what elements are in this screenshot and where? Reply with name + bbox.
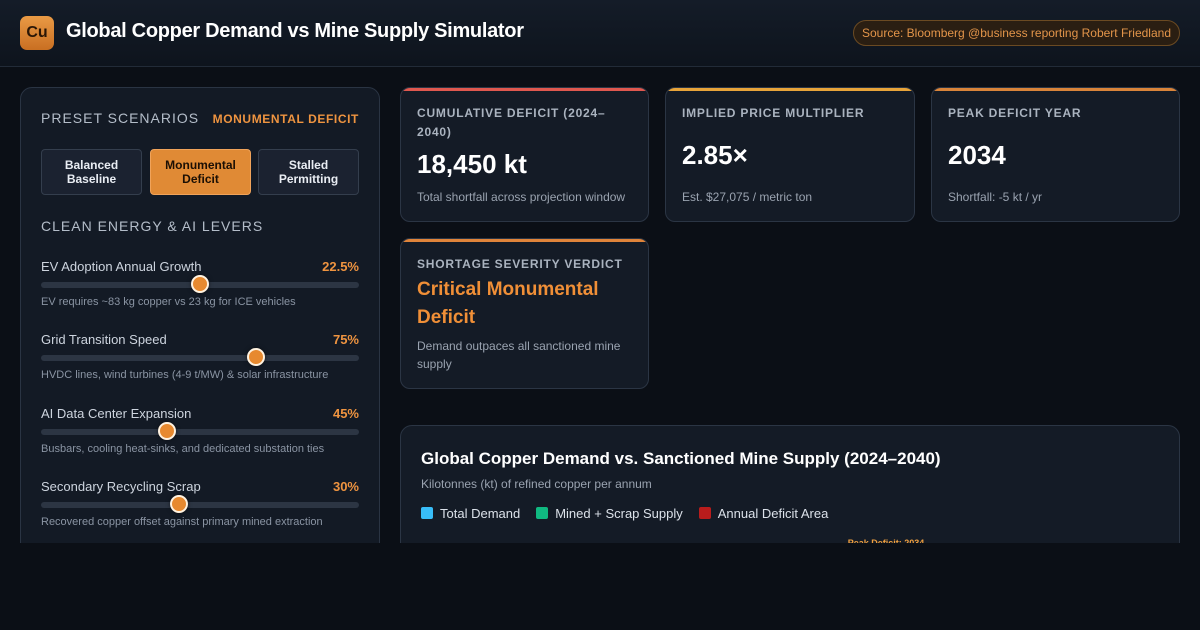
lever-name: Grid Transition Speed — [41, 332, 167, 347]
preset-stalled-permitting-button[interactable]: Stalled Permitting — [258, 149, 359, 195]
slider-thumb[interactable] — [170, 495, 188, 513]
lever-name: EV Adoption Annual Growth — [41, 259, 202, 274]
cumulative-deficit-value: 18,450 kt — [417, 149, 527, 179]
ev-adoption-slider[interactable] — [41, 275, 359, 293]
viewport-cutoff — [0, 543, 1200, 630]
lever-value: 22.5% — [322, 259, 359, 274]
lever-value: 45% — [332, 406, 359, 421]
grid-transition-slider[interactable] — [41, 348, 359, 366]
slider-thumb[interactable] — [191, 275, 209, 293]
preset-heading: PRESET SCENARIOS — [41, 110, 200, 126]
slider-thumb[interactable] — [246, 348, 265, 366]
app-title: Global Copper Demand vs Mine Supply Simu… — [66, 20, 524, 42]
legend-deficit-area[interactable]: Annual Deficit Area — [698, 505, 829, 521]
lever-note: HVDC lines, wind turbines (4-9 t/MW) & s… — [41, 369, 329, 381]
lever-value: 75% — [332, 332, 359, 347]
recycling-scrap-slider[interactable] — [41, 495, 359, 513]
legend-supply[interactable]: Mined + Scrap Supply — [536, 505, 683, 521]
legend-swatch — [698, 507, 711, 519]
preset-monumental-deficit-button[interactable]: Monumental Deficit — [150, 149, 251, 195]
card-accent — [666, 88, 914, 91]
legend-label: Annual Deficit Area — [717, 505, 829, 521]
legend-label: Total Demand — [440, 505, 521, 521]
lever-grid-transition: Grid Transition Speed 75% HVDC lines, wi… — [41, 332, 359, 388]
levers-heading: CLEAN ENERGY & AI LEVERS — [41, 218, 264, 234]
ai-data-center-slider[interactable] — [41, 422, 359, 440]
lever-note: Busbars, cooling heat-sinks, and dedicat… — [41, 443, 325, 455]
source-link[interactable]: Source: Bloomberg @business reporting Ro… — [852, 20, 1180, 46]
card-label: IMPLIED PRICE MULTIPLIER — [682, 106, 865, 120]
preset-buttons: Balanced Baseline Monumental Deficit Sta… — [41, 149, 359, 195]
card-label: PEAK DEFICIT YEAR — [948, 106, 1082, 120]
card-subtext: Shortfall: -5 kt / yr — [948, 190, 1043, 204]
card-subtext: Est. $27,075 / metric ton — [682, 190, 813, 204]
cumulative-deficit-card: CUMULATIVE DEFICIT (2024–2040) 18,450 kt… — [400, 87, 649, 222]
peak-deficit-value: 2034 — [948, 140, 1006, 170]
copper-logo: Cu — [20, 16, 54, 50]
verdict-value: Critical Monumental Deficit — [417, 279, 599, 328]
lever-value: 30% — [332, 479, 359, 494]
card-label: CUMULATIVE DEFICIT (2024–2040) — [417, 106, 606, 139]
lever-ev-adoption: EV Adoption Annual Growth 22.5% EV requi… — [41, 259, 359, 315]
chart-legend: Total Demand Mined + Scrap Supply Annual… — [421, 505, 844, 521]
lever-name: Secondary Recycling Scrap — [41, 479, 201, 494]
chart-title: Global Copper Demand vs. Sanctioned Mine… — [421, 449, 941, 468]
lever-note: Recovered copper offset against primary … — [41, 516, 323, 528]
card-label: SHORTAGE SEVERITY VERDICT — [417, 257, 623, 271]
slider-thumb[interactable] — [158, 422, 177, 440]
controls-panel: PRESET SCENARIOS MONUMENTAL DEFICIT Bala… — [20, 87, 380, 557]
severity-verdict-card: SHORTAGE SEVERITY VERDICT Critical Monum… — [400, 238, 649, 389]
active-preset-label: MONUMENTAL DEFICIT — [212, 112, 359, 126]
card-accent — [401, 88, 648, 91]
legend-total-demand[interactable]: Total Demand — [421, 505, 520, 521]
legend-label: Mined + Scrap Supply — [555, 505, 683, 521]
price-multiplier-value: 2.85× — [682, 140, 748, 170]
peak-deficit-card: PEAK DEFICIT YEAR 2034 Shortfall: -5 kt … — [931, 87, 1180, 222]
card-accent — [932, 88, 1179, 91]
card-subtext: Total shortfall across projection window — [417, 190, 626, 204]
legend-swatch — [536, 507, 549, 519]
price-multiplier-card: IMPLIED PRICE MULTIPLIER 2.85× Est. $27,… — [665, 87, 915, 222]
app-header: Cu Global Copper Demand vs Mine Supply S… — [0, 0, 1200, 67]
card-subtext: Demand outpaces all sanctioned mine supp… — [417, 339, 621, 371]
lever-name: AI Data Center Expansion — [41, 406, 192, 421]
preset-balanced-baseline-button[interactable]: Balanced Baseline — [41, 149, 142, 195]
lever-note: EV requires ~83 kg copper vs 23 kg for I… — [41, 296, 296, 308]
card-accent — [401, 239, 648, 242]
chart-subtitle: Kilotonnes (kt) of refined copper per an… — [421, 477, 652, 491]
legend-swatch — [421, 507, 433, 519]
lever-ai-data-center: AI Data Center Expansion 45% Busbars, co… — [41, 406, 359, 462]
lever-recycling-scrap: Secondary Recycling Scrap 30% Recovered … — [41, 479, 359, 535]
